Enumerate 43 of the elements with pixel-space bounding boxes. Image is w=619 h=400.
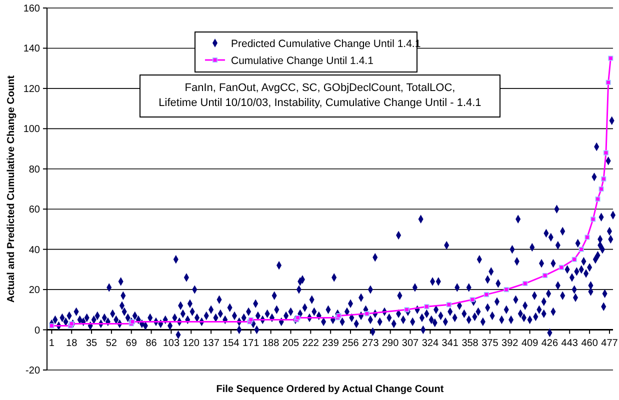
annotation: FanIn, FanOut, AvgCC, SC, GObjDeclCount, TotalLOC, Lifetime Until 10/10/03, Instability, Cumulative Change Until - 1.4.1 [158,82,482,109]
x-tick-label: 341 [442,338,459,349]
x-tick-label: 426 [541,338,558,349]
x-tick-label: 409 [521,338,539,349]
x-axis-title: File Sequence Ordered by Actual Change Count [216,384,444,395]
x-tick-label: 171 [242,338,260,349]
x-tick-label: 392 [502,338,519,349]
x-tick-label: 307 [402,338,420,349]
x-tick-label: 137 [202,338,220,349]
y-tick-label: 140 [23,44,40,55]
y-tick-label: 160 [23,4,40,14]
x-tick-label: 239 [322,338,340,349]
y-tick-label: 80 [28,164,40,176]
x-tick-label: 273 [362,338,380,349]
x-tick-label: 120 [182,338,200,349]
y-tick-label: -20 [26,366,40,376]
y-tick-label: 40 [28,244,40,256]
x-tick-label: 460 [581,338,598,349]
x-tick-label: 52 [106,338,118,349]
legend-label: Cumulative Change Until 1.4.1 [231,55,374,67]
y-tick-label: 120 [23,84,40,95]
x-tick-label: 256 [342,338,360,349]
x-tick-label: 324 [422,338,439,349]
y-axis-title: Actual and Predicted Cumulative Change Count [6,74,17,303]
x-tick-label: 86 [146,338,158,349]
y-tick-label: 20 [28,285,40,296]
y-tick-label: 100 [23,124,40,136]
x-tick-label: 188 [262,338,280,349]
x-tick-label: 375 [482,338,499,349]
x-tick-label: 205 [282,338,300,349]
x-tick-label: 154 [222,338,240,349]
x-tick-label: 443 [561,338,578,349]
x-tick-label: 103 [162,338,180,349]
x-tick-label: 290 [382,338,400,349]
x-tick-label: 18 [66,338,78,349]
x-tick-label: 69 [126,338,138,349]
x-tick-label: 222 [302,338,320,349]
x-tick-label: 35 [86,338,98,349]
y-tick-label: 60 [28,204,40,216]
x-tick-label: 1 [48,338,55,349]
x-tick-label: 477 [601,338,618,349]
x-tick-label: 358 [462,338,479,349]
y-tick-label: 0 [34,325,40,336]
